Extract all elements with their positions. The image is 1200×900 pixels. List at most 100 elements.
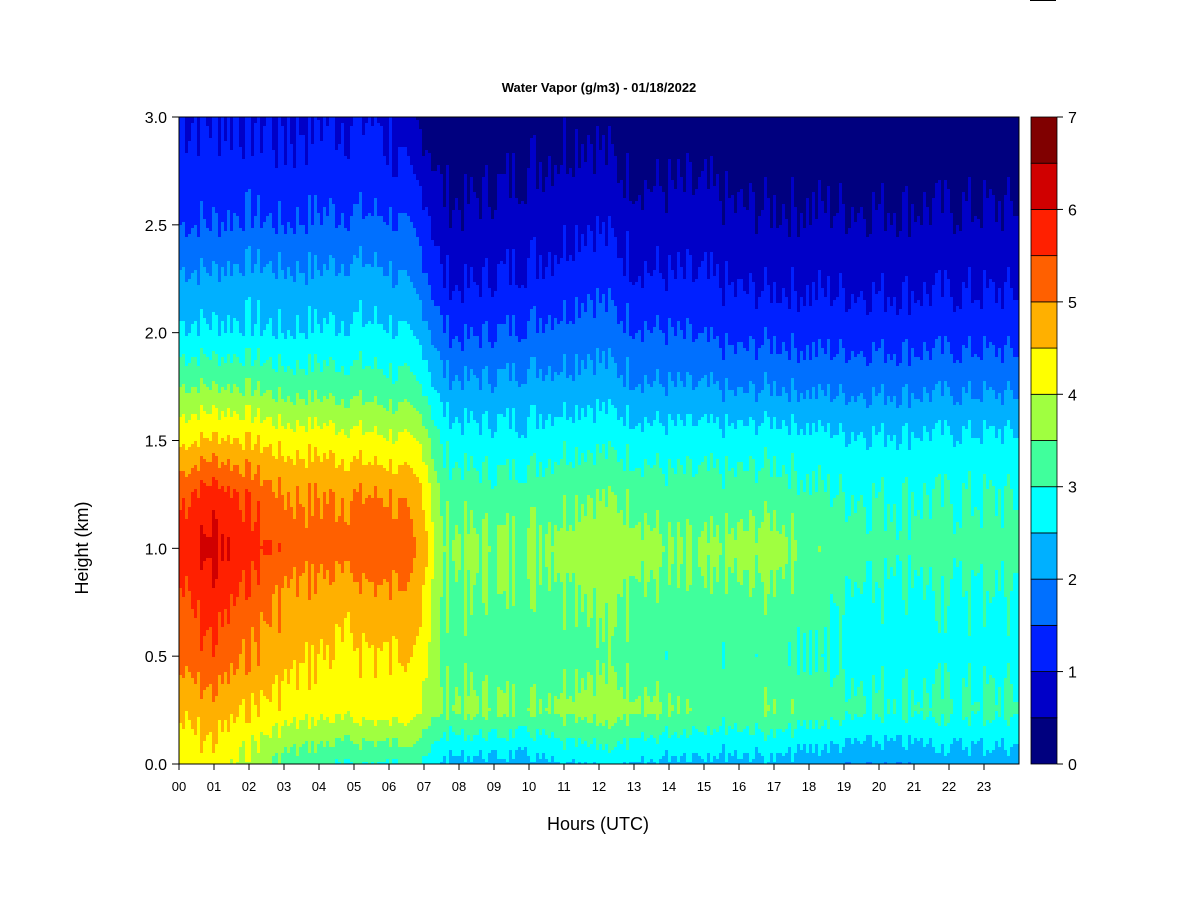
heatmap-cell: [989, 189, 993, 280]
heatmap-cell: [218, 720, 222, 765]
heatmap-cell: [446, 165, 450, 256]
heatmap-cell: [965, 348, 969, 394]
heatmap-cell: [845, 702, 849, 712]
heatmap-cell: [821, 390, 825, 427]
heatmap-cell: [644, 459, 648, 514]
heatmap-cell: [224, 333, 228, 364]
heatmap-cell: [842, 720, 846, 748]
heatmap-cell: [464, 324, 468, 367]
heatmap-cell: [428, 117, 432, 154]
heatmap-cell: [1007, 726, 1011, 757]
heatmap-cell: [857, 117, 861, 214]
heatmap-cell: [836, 213, 840, 298]
heatmap-cell: [953, 534, 957, 559]
heatmap-cell: [713, 339, 717, 385]
heatmap-cell: [254, 123, 258, 217]
heatmap-cell: [569, 714, 573, 739]
heatmap-cell: [350, 573, 354, 634]
heatmap-cell: [524, 483, 528, 727]
heatmap-cell: [764, 447, 768, 502]
heatmap-cell: [782, 579, 786, 733]
heatmap-cell: [362, 117, 366, 136]
heatmap-cell: [830, 507, 834, 595]
heatmap-cell: [734, 117, 738, 214]
heatmap-cell: [782, 465, 786, 526]
heatmap-cell: [584, 246, 588, 313]
heatmap-cell: [209, 441, 213, 463]
heatmap-cell: [614, 408, 618, 451]
heatmap-cell: [227, 435, 231, 460]
heatmap-cell: [179, 417, 183, 448]
heatmap-cell: [851, 432, 855, 496]
heatmap-cell: [890, 567, 894, 739]
heatmap-cell: [713, 423, 717, 469]
heatmap-cell: [779, 729, 783, 754]
heatmap-cell: [395, 336, 399, 382]
heatmap-cell: [518, 288, 522, 343]
heatmap-cell: [857, 435, 861, 502]
heatmap-cell: [428, 405, 432, 439]
heatmap-cell: [809, 306, 813, 361]
heatmap-cell: [722, 306, 726, 361]
heatmap-cell: [344, 435, 348, 472]
x-tick-label: 21: [907, 779, 921, 794]
heatmap-cell: [413, 174, 417, 229]
heatmap-cell: [284, 720, 288, 748]
heatmap-cell: [572, 714, 576, 739]
heatmap-cell: [425, 729, 429, 757]
heatmap-cell: [401, 747, 405, 765]
heatmap-cell: [359, 450, 363, 484]
heatmap-cell: [392, 519, 396, 571]
heatmap-cell: [473, 192, 477, 283]
heatmap-cell: [809, 720, 813, 745]
heatmap-cell: [476, 756, 480, 765]
heatmap-cell: [326, 117, 330, 127]
heatmap-cell: [995, 570, 999, 706]
heatmap-cell: [740, 279, 744, 343]
heatmap-cell: [986, 684, 990, 721]
heatmap-cell: [482, 414, 486, 463]
heatmap-cell: [764, 372, 768, 412]
heatmap-cell: [611, 300, 615, 358]
heatmap-cell: [953, 405, 957, 448]
x-tick-label: 08: [452, 779, 466, 794]
heatmap-cell: [962, 720, 966, 751]
heatmap-cell: [329, 747, 333, 765]
heatmap-cell: [710, 327, 714, 373]
heatmap-cell: [494, 432, 498, 487]
heatmap-cell: [362, 135, 366, 220]
heatmap-cell: [677, 414, 681, 460]
heatmap-cell: [647, 117, 651, 190]
heatmap-cell: [746, 531, 750, 571]
heatmap-cell: [332, 723, 336, 748]
heatmap-cell: [239, 117, 243, 148]
heatmap-cell: [500, 414, 504, 466]
heatmap-cell: [419, 300, 423, 346]
colorbar-tick-label: 7: [1068, 110, 1077, 127]
heatmap-cell: [329, 489, 333, 586]
heatmap-cell: [935, 183, 939, 274]
heatmap-cell: [290, 429, 294, 460]
heatmap-cell: [287, 684, 291, 727]
heatmap-cell: [338, 405, 342, 433]
heatmap-cell: [395, 474, 399, 520]
heatmap-cell: [224, 117, 228, 142]
heatmap-cell: [287, 588, 291, 685]
heatmap-cell: [398, 402, 402, 433]
heatmap-cell: [629, 576, 633, 703]
heatmap-cell: [455, 462, 459, 526]
heatmap-cell: [923, 483, 927, 601]
heatmap-cell: [353, 396, 357, 427]
heatmap-cell: [305, 468, 309, 529]
heatmap-cell: [746, 117, 750, 211]
heatmap-cell: [623, 471, 627, 526]
heatmap-cell: [209, 231, 213, 277]
heatmap-cell: [206, 117, 210, 127]
heatmap-cell: [452, 732, 456, 757]
heatmap-cell: [968, 177, 972, 268]
heatmap-cell: [791, 738, 795, 763]
heatmap-cell: [767, 711, 771, 736]
heatmap-cell: [188, 720, 192, 765]
heatmap-cell: [545, 324, 549, 376]
heatmap-cell: [335, 150, 339, 229]
